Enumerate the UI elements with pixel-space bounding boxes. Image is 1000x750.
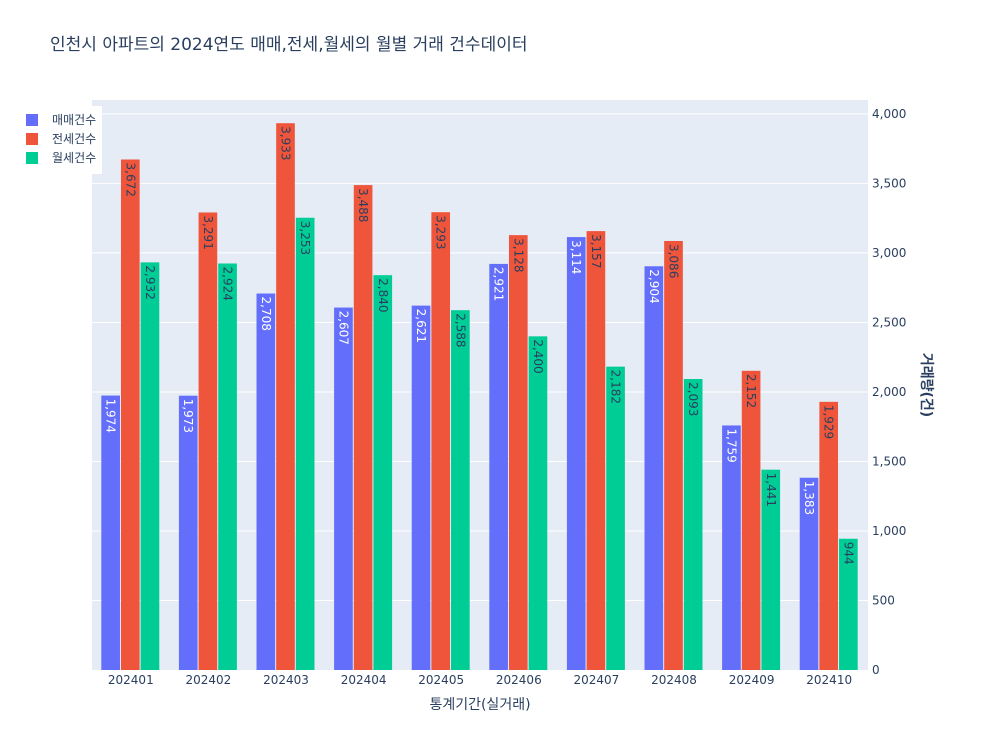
x-axis-title: 통계기간(실거래) xyxy=(429,697,530,713)
bar-value-label: 3,291 xyxy=(201,215,215,249)
y-tick-label: 1,000 xyxy=(872,524,906,538)
bar-3-202403[interactable] xyxy=(295,217,315,670)
bar-value-label: 3,672 xyxy=(123,163,137,197)
bar-value-label: 2,904 xyxy=(647,269,661,303)
bar-value-label: 1,974 xyxy=(104,399,118,433)
bar-1-202410[interactable] xyxy=(799,477,819,670)
legend-item[interactable]: 월세건수 xyxy=(26,151,96,165)
bar-2-202406[interactable] xyxy=(508,235,528,670)
data-labels: 1,974 3,672 2,932 1,973 3,291 2,924 2,708 3,933… xyxy=(104,126,856,564)
y-tick-label: 3,500 xyxy=(872,176,906,190)
bar-1-202407[interactable] xyxy=(566,237,586,670)
bar-value-label: 2,708 xyxy=(259,297,273,331)
x-tick-label: 202407 xyxy=(573,673,619,687)
y-tick-label: 0 xyxy=(872,663,880,677)
bar-1-202403[interactable] xyxy=(256,293,276,670)
y-axis-ticks: 0 500 1,000 1,500 2,000 2,500 3,000 3,500 4,000 xyxy=(872,107,906,677)
bar-value-label: 3,933 xyxy=(279,126,293,160)
bar-value-label: 1,383 xyxy=(802,481,816,515)
bar-3-202406[interactable] xyxy=(528,336,548,670)
bar-1-202409[interactable] xyxy=(722,425,741,670)
bar-2-202408[interactable] xyxy=(664,240,683,670)
x-tick-label: 202405 xyxy=(418,673,464,687)
y-tick-label: 3,000 xyxy=(872,246,906,260)
bar-2-202401[interactable] xyxy=(120,159,140,670)
y-axis-title: 거래량(건) xyxy=(918,353,935,417)
bar-value-label: 1,973 xyxy=(181,399,195,433)
x-tick-label: 202410 xyxy=(806,673,852,687)
bar-2-202405[interactable] xyxy=(431,212,451,670)
bar-value-label: 3,293 xyxy=(434,215,448,249)
bar-value-label: 3,128 xyxy=(511,238,525,272)
bar-1-202406[interactable] xyxy=(489,263,508,670)
x-tick-label: 202404 xyxy=(341,673,387,687)
y-tick-label: 4,000 xyxy=(872,107,906,121)
bar-value-label: 2,093 xyxy=(686,382,700,416)
legend-item[interactable]: 매매건수 xyxy=(26,113,96,127)
x-tick-label: 202409 xyxy=(729,673,775,687)
bars xyxy=(101,123,858,671)
bar-value-label: 2,932 xyxy=(143,265,157,299)
x-tick-label: 202408 xyxy=(651,673,697,687)
bar-value-label: 1,441 xyxy=(764,473,778,507)
legend-swatch xyxy=(26,133,38,145)
y-tick-label: 2,000 xyxy=(872,385,906,399)
bar-3-202401[interactable] xyxy=(140,262,160,670)
x-tick-label: 202403 xyxy=(263,673,309,687)
bar-1-202404[interactable] xyxy=(334,307,353,670)
bar-1-202401[interactable] xyxy=(101,395,120,670)
bar-value-label: 2,152 xyxy=(744,374,758,408)
bar-3-202409[interactable] xyxy=(761,469,781,670)
bar-1-202402[interactable] xyxy=(178,395,198,670)
bar-value-label: 3,157 xyxy=(589,234,603,268)
bar-value-label: 2,840 xyxy=(376,278,390,312)
y-tick-label: 1,500 xyxy=(872,454,906,468)
bar-1-202408[interactable] xyxy=(644,266,664,670)
bar-value-label: 2,400 xyxy=(531,339,545,373)
bar-3-202404[interactable] xyxy=(373,275,393,670)
bar-2-202407[interactable] xyxy=(586,231,606,670)
bar-value-label: 3,086 xyxy=(667,244,681,278)
bar-2-202409[interactable] xyxy=(741,370,761,670)
bar-value-label: 2,924 xyxy=(221,266,235,300)
bar-value-label: 3,114 xyxy=(569,240,583,274)
x-tick-label: 202402 xyxy=(185,673,231,687)
y-tick-label: 2,500 xyxy=(872,315,906,329)
legend-item[interactable]: 전세건수 xyxy=(26,132,96,146)
bar-3-202405[interactable] xyxy=(451,310,470,670)
x-tick-label: 202406 xyxy=(496,673,542,687)
bar-3-202402[interactable] xyxy=(218,263,237,670)
legend-label: 전세건수 xyxy=(52,132,96,146)
bar-value-label: 3,253 xyxy=(298,221,312,255)
bar-value-label: 2,588 xyxy=(453,313,467,347)
bar-2-202404[interactable] xyxy=(353,185,373,670)
bar-value-label: 944 xyxy=(841,542,855,565)
x-axis-ticks: 202401 202402 202403 202404 202405 202406 2024… xyxy=(108,673,852,687)
bar-value-label: 1,759 xyxy=(724,428,738,462)
bar-value-label: 1,929 xyxy=(822,405,836,439)
bar-1-202405[interactable] xyxy=(411,305,431,670)
bar-value-label: 2,621 xyxy=(414,309,428,343)
bar-value-label: 2,607 xyxy=(336,311,350,345)
chart-title: 인천시 아파트의 2024연도 매매,전세,월세의 월별 거래 건수데이터 xyxy=(50,35,528,55)
legend-swatch xyxy=(26,152,38,164)
bar-3-202408[interactable] xyxy=(683,379,703,670)
bar-3-202407[interactable] xyxy=(606,366,625,670)
legend-swatch xyxy=(26,114,38,126)
bar-2-202410[interactable] xyxy=(819,401,839,670)
legend-label: 매매건수 xyxy=(52,113,96,127)
bar-2-202403[interactable] xyxy=(276,123,295,671)
bar-value-label: 3,488 xyxy=(356,188,370,222)
bar-2-202402[interactable] xyxy=(198,212,218,670)
legend-label: 월세건수 xyxy=(52,151,96,165)
bar-value-label: 2,182 xyxy=(609,370,623,404)
y-tick-label: 500 xyxy=(872,593,895,607)
x-tick-label: 202401 xyxy=(108,673,154,687)
bar-3-202410[interactable] xyxy=(839,538,858,670)
bar-value-label: 2,921 xyxy=(492,267,506,301)
